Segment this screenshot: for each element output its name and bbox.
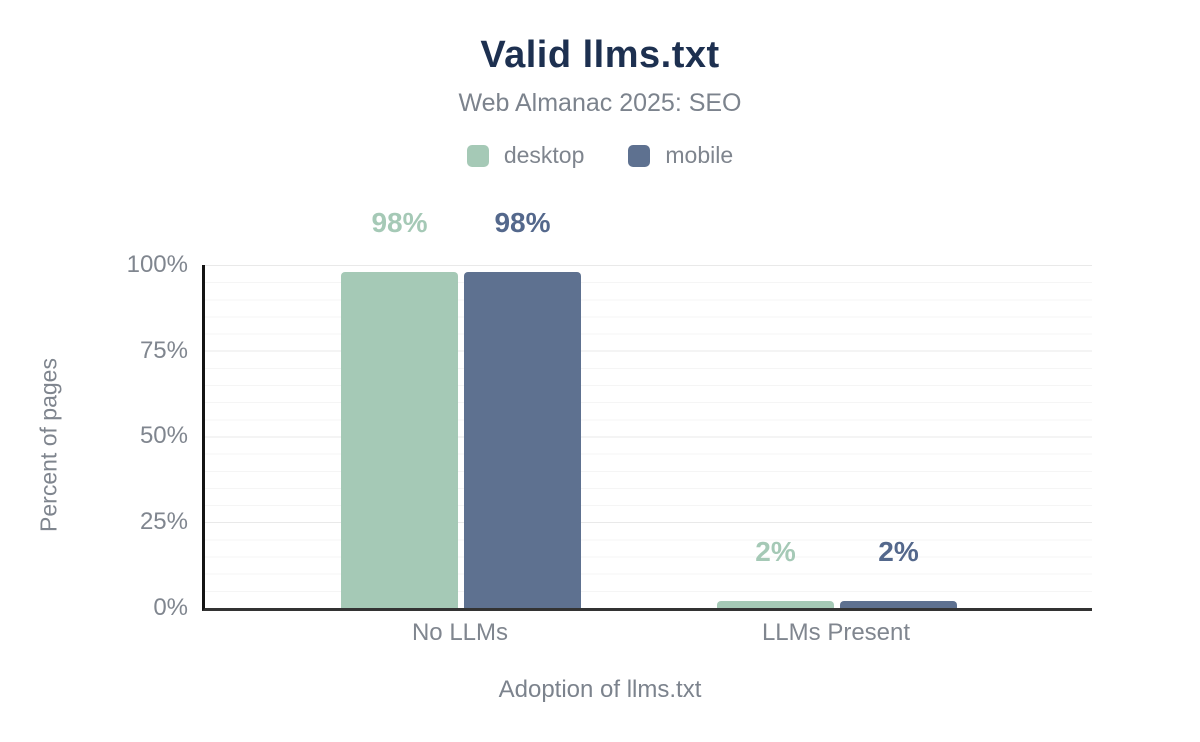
mobile-swatch-icon bbox=[628, 144, 651, 167]
legend: desktop mobile bbox=[0, 142, 1200, 169]
value-label-desktop-no-llms: 98% bbox=[371, 206, 428, 238]
bar-mobile-llms-present[interactable] bbox=[840, 601, 957, 608]
legend-item-desktop[interactable]: desktop bbox=[466, 142, 585, 169]
y-tick-100: 100% bbox=[126, 251, 188, 278]
x-category-no-llms: No LLMs bbox=[411, 619, 509, 646]
chart-title: Valid llms.txt bbox=[480, 34, 720, 76]
value-label-desktop-llms-present: 2% bbox=[755, 536, 796, 568]
bar-desktop-llms-present[interactable] bbox=[717, 601, 834, 608]
value-label-mobile-no-llms: 98% bbox=[494, 206, 551, 238]
legend-label-mobile: mobile bbox=[665, 142, 734, 168]
legend-item-mobile[interactable]: mobile bbox=[628, 142, 733, 169]
desktop-swatch-icon bbox=[466, 144, 489, 167]
y-tick-50: 50% bbox=[139, 422, 188, 449]
value-label-mobile-llms-present: 2% bbox=[878, 536, 919, 568]
x-axis-title: Adoption of llms.txt bbox=[498, 676, 702, 703]
y-tick-25: 25% bbox=[139, 508, 188, 535]
legend-label-desktop: desktop bbox=[503, 142, 585, 168]
plot-area: 98% 2% 98% 2% bbox=[202, 207, 1092, 611]
bar-desktop-no-llms[interactable] bbox=[341, 271, 458, 608]
chart-subtitle: Web Almanac 2025: SEO bbox=[458, 89, 742, 117]
bar-mobile-no-llms[interactable] bbox=[464, 271, 581, 608]
y-tick-0: 0% bbox=[153, 594, 188, 621]
x-category-llms-present: LLMs Present bbox=[761, 619, 911, 646]
y-tick-75: 75% bbox=[139, 337, 188, 364]
